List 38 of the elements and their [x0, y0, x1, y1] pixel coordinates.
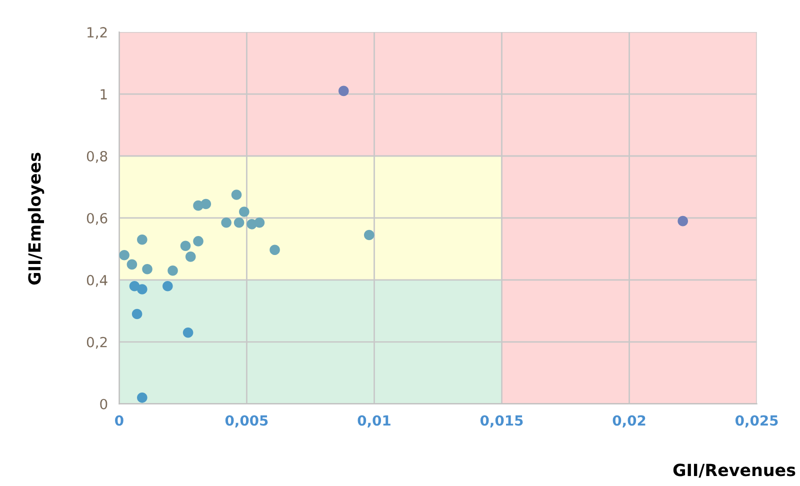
point: [200, 198, 212, 210]
x-tick-label: 0,025: [736, 415, 778, 428]
x-tick-label: 0: [115, 415, 124, 426]
y-tick-label: 0,2: [86, 336, 107, 349]
point: [168, 265, 178, 276]
x-axis-title: GII/Revenues: [673, 464, 796, 478]
point: [126, 259, 138, 270]
y-tick-label: 0,6: [86, 212, 108, 225]
point: [193, 236, 204, 246]
y-tick-label: 0,8: [86, 150, 108, 163]
point: [270, 244, 280, 256]
x-tick-label: 0,01: [358, 415, 390, 428]
point: [338, 86, 349, 96]
point: [137, 284, 148, 294]
point: [132, 308, 142, 320]
point: [231, 190, 242, 200]
point: [137, 234, 148, 245]
y-axis-title: GII/Employees: [28, 152, 44, 285]
point: [364, 230, 374, 240]
point: [119, 250, 130, 260]
point: [239, 206, 250, 217]
point: [162, 280, 173, 292]
x-tick-label: 0,015: [480, 415, 523, 428]
x-tick-label: 0,02: [612, 415, 646, 428]
point: [182, 327, 194, 338]
point: [678, 216, 688, 226]
y-tick-label: 0: [100, 398, 108, 410]
point: [185, 252, 196, 262]
point: [142, 264, 152, 274]
point: [234, 217, 244, 228]
y-tick-label: 1: [100, 89, 107, 100]
point: [137, 392, 148, 403]
y-tick-label: 0,4: [86, 274, 108, 287]
point: [180, 240, 191, 252]
point: [254, 217, 265, 228]
y-tick-label: 1,2: [88, 27, 107, 39]
x-tick-label: 0,005: [225, 415, 268, 428]
point: [221, 217, 232, 228]
